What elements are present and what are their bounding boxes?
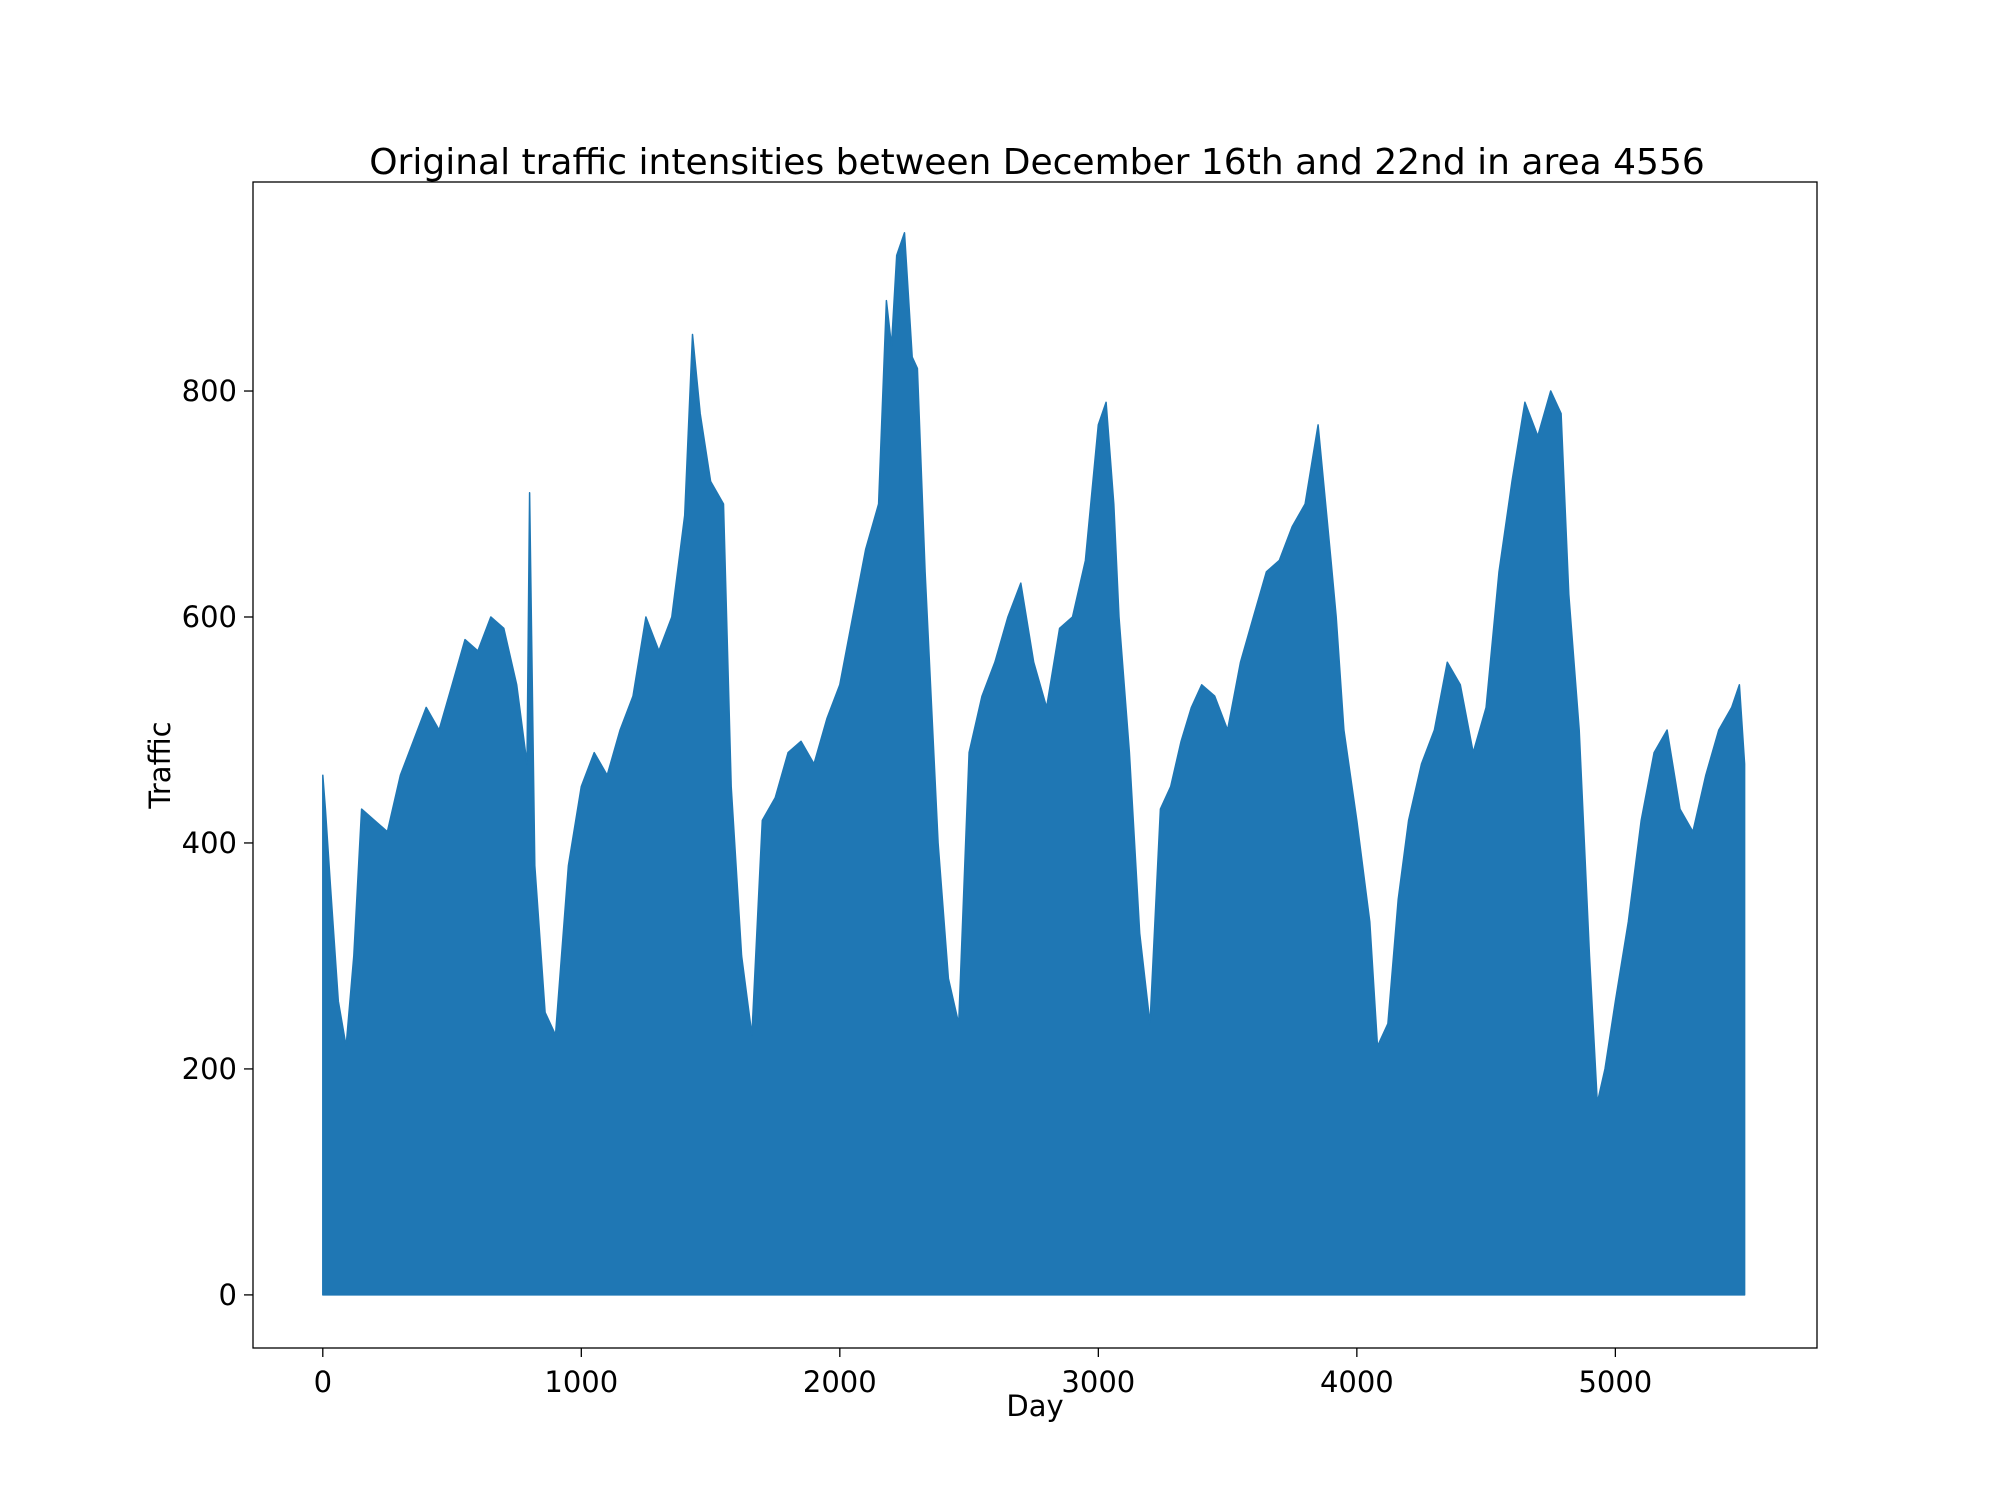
x-axis-label: Day	[1006, 1389, 1063, 1423]
y-axis-label: Traffic	[143, 721, 177, 809]
x-tick-label: 4000	[1320, 1365, 1394, 1399]
x-axis: 0 1000 2000 3000 4000 5000	[314, 1348, 1652, 1399]
x-tick-label: 1000	[544, 1365, 618, 1399]
chart-title: Original traffic intensities between Dec…	[369, 142, 1705, 183]
plot-frame	[252, 181, 1818, 1349]
x-tick-label: 5000	[1578, 1365, 1652, 1399]
series-area-0	[322, 232, 1746, 1296]
y-tick-label: 600	[182, 600, 237, 634]
x-tick-label: 3000	[1061, 1365, 1135, 1399]
y-tick-label: 800	[182, 374, 237, 408]
plot-area	[322, 232, 1746, 1296]
y-tick-label: 0	[219, 1278, 237, 1312]
x-tick-label: 0	[314, 1365, 332, 1399]
y-axis: 0 200 400 600 800	[182, 374, 253, 1312]
y-tick-label: 200	[182, 1052, 237, 1086]
x-tick-label: 2000	[803, 1365, 877, 1399]
y-tick-label: 400	[182, 826, 237, 860]
